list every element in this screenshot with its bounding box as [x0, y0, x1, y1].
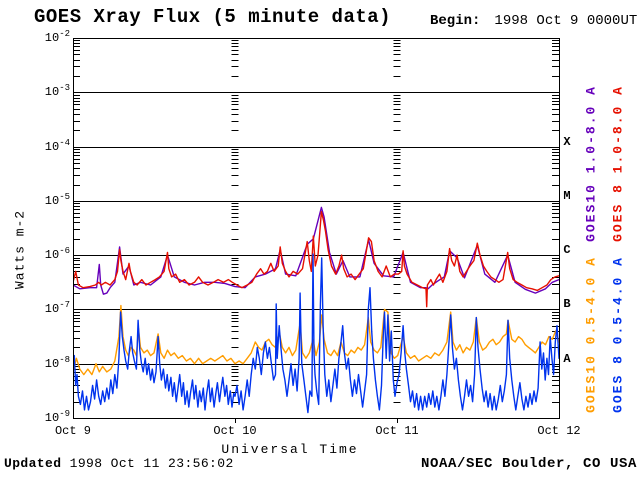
y-tick-label: 10-2	[44, 29, 70, 46]
begin-label: Begin:	[430, 13, 481, 29]
y-tick-label: 10-7	[44, 300, 70, 317]
x-tick-label: Oct 9	[54, 424, 91, 438]
y-tick-label: 10-5	[44, 191, 70, 208]
legend-entry: GOES10 0.5-4.0 A	[583, 256, 599, 413]
x-tick-label: Oct 10	[213, 424, 257, 438]
trace-goes-8-1-0-8-0-a	[73, 210, 559, 308]
trace-goes-8-0-5-4-0-a	[73, 253, 559, 414]
legend-entry: GOES10 1.0-8.0 A	[583, 85, 599, 242]
flare-class-label: X	[563, 134, 571, 149]
begin-timestamp: Begin: 1998 Oct 9 0000UT	[430, 13, 637, 29]
trace-goes10-1-0-8-0-a	[73, 206, 559, 295]
flare-class-label: M	[563, 188, 571, 203]
legend-entry: GOES 8 1.0-8.0 A	[610, 85, 626, 242]
footer-credit: NOAA/SEC Boulder, CO USA	[420, 456, 637, 472]
footer-updated-value: 1998 Oct 11 23:56:02	[61, 456, 234, 471]
x-axis-title: Universal Time	[221, 442, 359, 457]
flare-class-label: C	[563, 243, 571, 258]
y-tick-label: 10-3	[44, 83, 70, 100]
y-tick-label: 10-9	[44, 409, 70, 426]
begin-value: 1998 Oct 9 0000UT	[494, 13, 638, 29]
chart-title: GOES Xray Flux (5 minute data)	[34, 6, 392, 28]
x-tick-label: Oct 11	[375, 424, 419, 438]
footer-updated: Updated 1998 Oct 11 23:56:02	[4, 456, 234, 471]
y-tick-label: 10-6	[44, 246, 70, 263]
y-tick-label: 10-8	[44, 354, 70, 371]
footer-updated-label: Updated	[4, 456, 62, 471]
x-tick-label: Oct 12	[537, 424, 581, 438]
legend-entry: GOES 8 0.5-4.0 A	[610, 256, 626, 413]
flare-class-label: B	[563, 297, 571, 312]
trace-goes10-0-5-4-0-a	[73, 304, 559, 376]
flare-class-label: A	[563, 351, 571, 366]
y-axis-title: Watts m-2	[12, 209, 28, 290]
y-tick-label: 10-4	[44, 137, 70, 154]
